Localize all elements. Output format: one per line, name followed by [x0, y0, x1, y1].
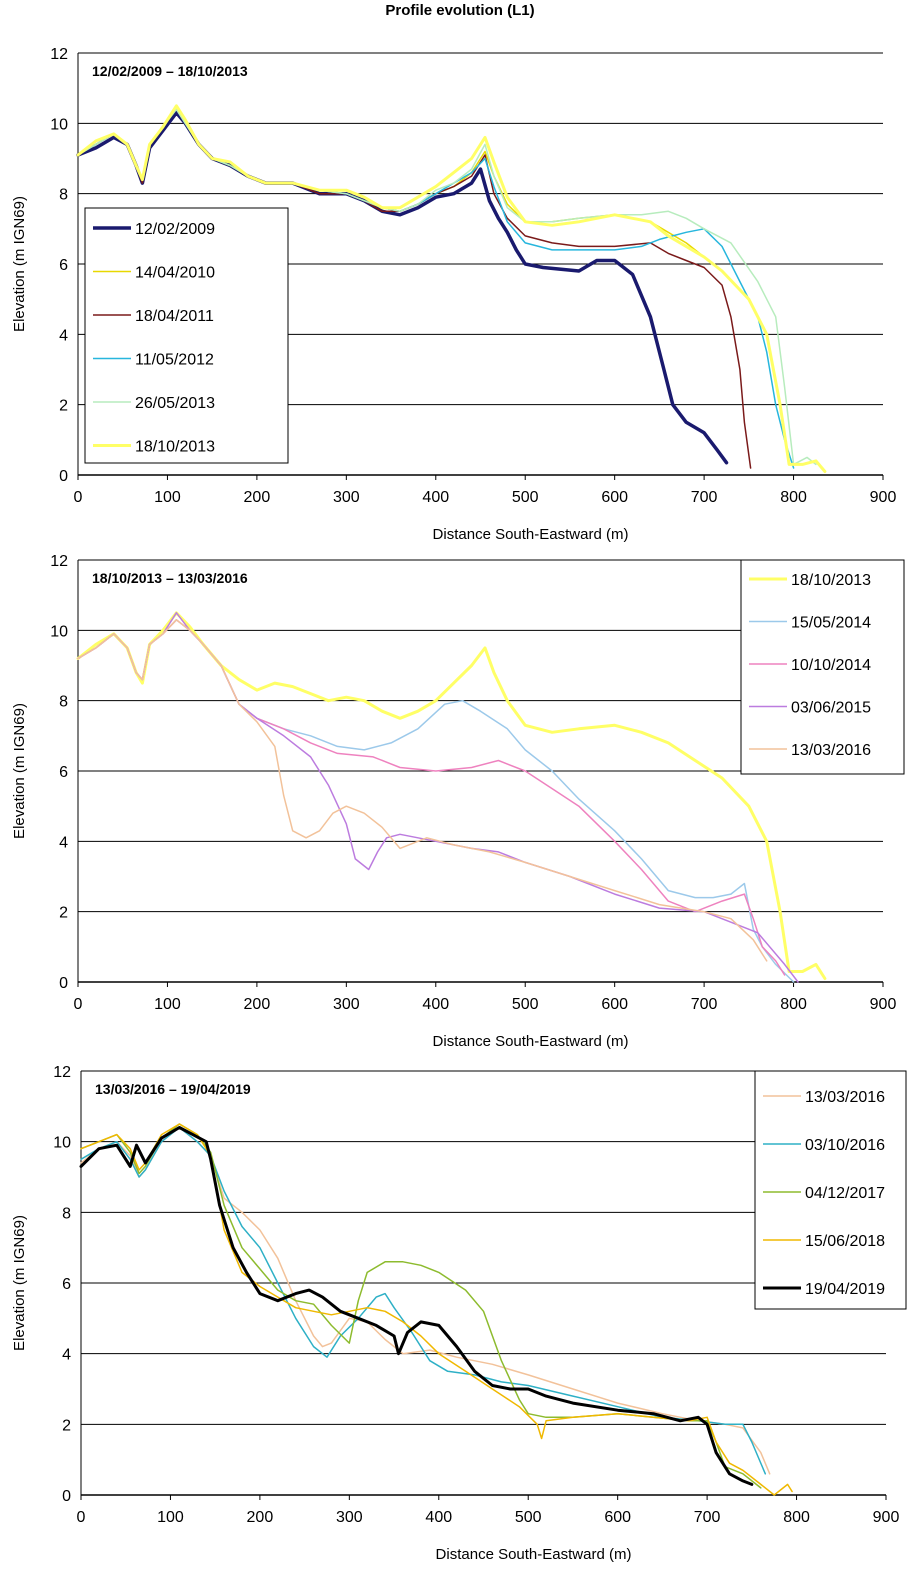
x-tick-label: 700: [694, 1509, 721, 1526]
series-line: [80, 1123, 762, 1489]
x-tick-label: 900: [870, 489, 897, 506]
x-tick-label: 300: [336, 1509, 363, 1526]
legend: 18/10/2013 15/05/2014 10/10/2014 03/06/2015…: [740, 559, 905, 775]
x-axis-label: Distance South-Eastward (m): [436, 1546, 632, 1563]
y-tick-label: 8: [62, 1205, 71, 1222]
x-tick-label: 0: [74, 996, 83, 1013]
y-tick-label: 12: [53, 1064, 71, 1081]
x-tick-label: 600: [601, 489, 628, 506]
series-line: [76, 104, 827, 473]
y-tick-label: 2: [59, 905, 68, 922]
y-axis-label: Elevation (m IGN69): [11, 703, 28, 839]
legend-entry: 18/04/2011: [135, 308, 214, 325]
series-line: [79, 1126, 754, 1486]
series-line: [80, 1123, 793, 1496]
x-tick-label: 800: [780, 489, 807, 506]
series-line: [76, 611, 827, 980]
x-tick-label: 100: [157, 1509, 184, 1526]
y-tick-label: 6: [62, 1276, 71, 1293]
legend-entry: 19/04/2019: [805, 1281, 885, 1298]
y-tick-label: 0: [59, 975, 68, 992]
y-tick-label: 0: [59, 468, 68, 485]
x-tick-label: 900: [873, 1509, 900, 1526]
x-tick-label: 700: [691, 489, 718, 506]
y-tick-label: 2: [59, 398, 68, 415]
x-tick-label: 300: [333, 489, 360, 506]
series-line: [77, 612, 799, 983]
legend-entry: 13/03/2016: [791, 742, 871, 759]
legend-entry: 14/04/2010: [135, 265, 215, 282]
legend-entry: 04/12/2017: [805, 1185, 885, 1202]
period-label: 12/02/2009 – 18/10/2013: [92, 63, 248, 79]
legend-box: [740, 559, 905, 775]
legend-entry: 15/05/2014: [791, 615, 871, 632]
series-line: [77, 619, 768, 962]
x-tick-label: 500: [512, 489, 539, 506]
x-tick-label: 200: [244, 996, 271, 1013]
y-tick-label: 0: [62, 1488, 71, 1505]
legend-box: [84, 207, 289, 464]
series-line: [80, 1126, 767, 1475]
y-tick-label: 4: [62, 1347, 71, 1364]
x-tick-label: 400: [425, 1509, 452, 1526]
series-line: [76, 111, 729, 465]
y-tick-label: 10: [53, 1135, 71, 1152]
y-tick-label: 6: [59, 257, 68, 274]
x-axis-label: Distance South-Eastward (m): [433, 1033, 629, 1050]
series-line: [80, 1126, 771, 1475]
x-axis-label: Distance South-Eastward (m): [433, 526, 629, 543]
legend-entry: 18/10/2013: [791, 572, 871, 589]
x-tick-label: 600: [601, 996, 628, 1013]
legend-entry: 26/05/2013: [135, 395, 215, 412]
x-tick-label: 100: [154, 489, 181, 506]
legend: 13/03/2016 03/10/2016 04/12/2017 15/06/2018…: [754, 1070, 907, 1310]
chart-panel-3: 0 2 4 6 8 10 12 0 100 200 300 400 500 600 700 800 900 Dis…: [11, 1064, 907, 1563]
y-tick-label: 2: [62, 1417, 71, 1434]
legend-entry: 13/03/2016: [805, 1089, 885, 1106]
y-tick-label: 10: [50, 623, 68, 640]
chart-panel-2: 0 2 4 6 8 10 12 0 100 200 300 400 500 600 700 800 900 Dis…: [11, 553, 905, 1050]
x-tick-label: 500: [515, 1509, 542, 1526]
x-tick-label: 300: [333, 996, 360, 1013]
legend-entry: 03/10/2016: [805, 1137, 885, 1154]
x-tick-label: 800: [783, 1509, 810, 1526]
page-title: Profile evolution (L1): [385, 2, 535, 19]
legend-entry: 15/06/2018: [805, 1233, 885, 1250]
x-tick-label: 900: [870, 996, 897, 1013]
chart-panel-1: 0 2 4 6 8 10 12 0 100 200 300 400 500 600 700 800 900 Dis…: [11, 46, 896, 543]
x-tick-label: 200: [247, 1509, 274, 1526]
y-tick-label: 4: [59, 327, 68, 344]
y-tick-label: 4: [59, 834, 68, 851]
y-tick-label: 12: [50, 46, 68, 63]
legend-entry: 12/02/2009: [135, 221, 215, 238]
series-line: [77, 619, 786, 976]
x-tick-label: 500: [512, 996, 539, 1013]
legend: 12/02/2009 14/04/2010 18/04/2011 11/05/2012…: [84, 207, 289, 464]
x-tick-label: 600: [604, 1509, 631, 1526]
y-tick-label: 8: [59, 187, 68, 204]
y-tick-label: 6: [59, 764, 68, 781]
y-tick-label: 10: [50, 116, 68, 133]
period-label: 13/03/2016 – 19/04/2019: [95, 1081, 251, 1097]
x-tick-label: 400: [422, 489, 449, 506]
x-tick-label: 100: [154, 996, 181, 1013]
y-axis-label: Elevation (m IGN69): [11, 196, 28, 332]
period-label: 18/10/2013 – 13/03/2016: [92, 570, 248, 586]
legend-entry: 03/06/2015: [791, 700, 871, 717]
y-tick-label: 8: [59, 694, 68, 711]
x-tick-label: 0: [77, 1509, 86, 1526]
legend-entry: 10/10/2014: [791, 657, 871, 674]
series-line: [77, 619, 795, 983]
x-tick-label: 800: [780, 996, 807, 1013]
y-tick-label: 12: [50, 553, 68, 570]
y-axis-label: Elevation (m IGN69): [11, 1215, 28, 1351]
x-tick-label: 700: [691, 996, 718, 1013]
legend-entry: 18/10/2013: [135, 439, 215, 456]
x-tick-label: 0: [74, 489, 83, 506]
legend-box: [754, 1070, 907, 1310]
legend-entry: 11/05/2012: [135, 352, 214, 369]
x-tick-label: 200: [244, 489, 271, 506]
x-tick-label: 400: [422, 996, 449, 1013]
